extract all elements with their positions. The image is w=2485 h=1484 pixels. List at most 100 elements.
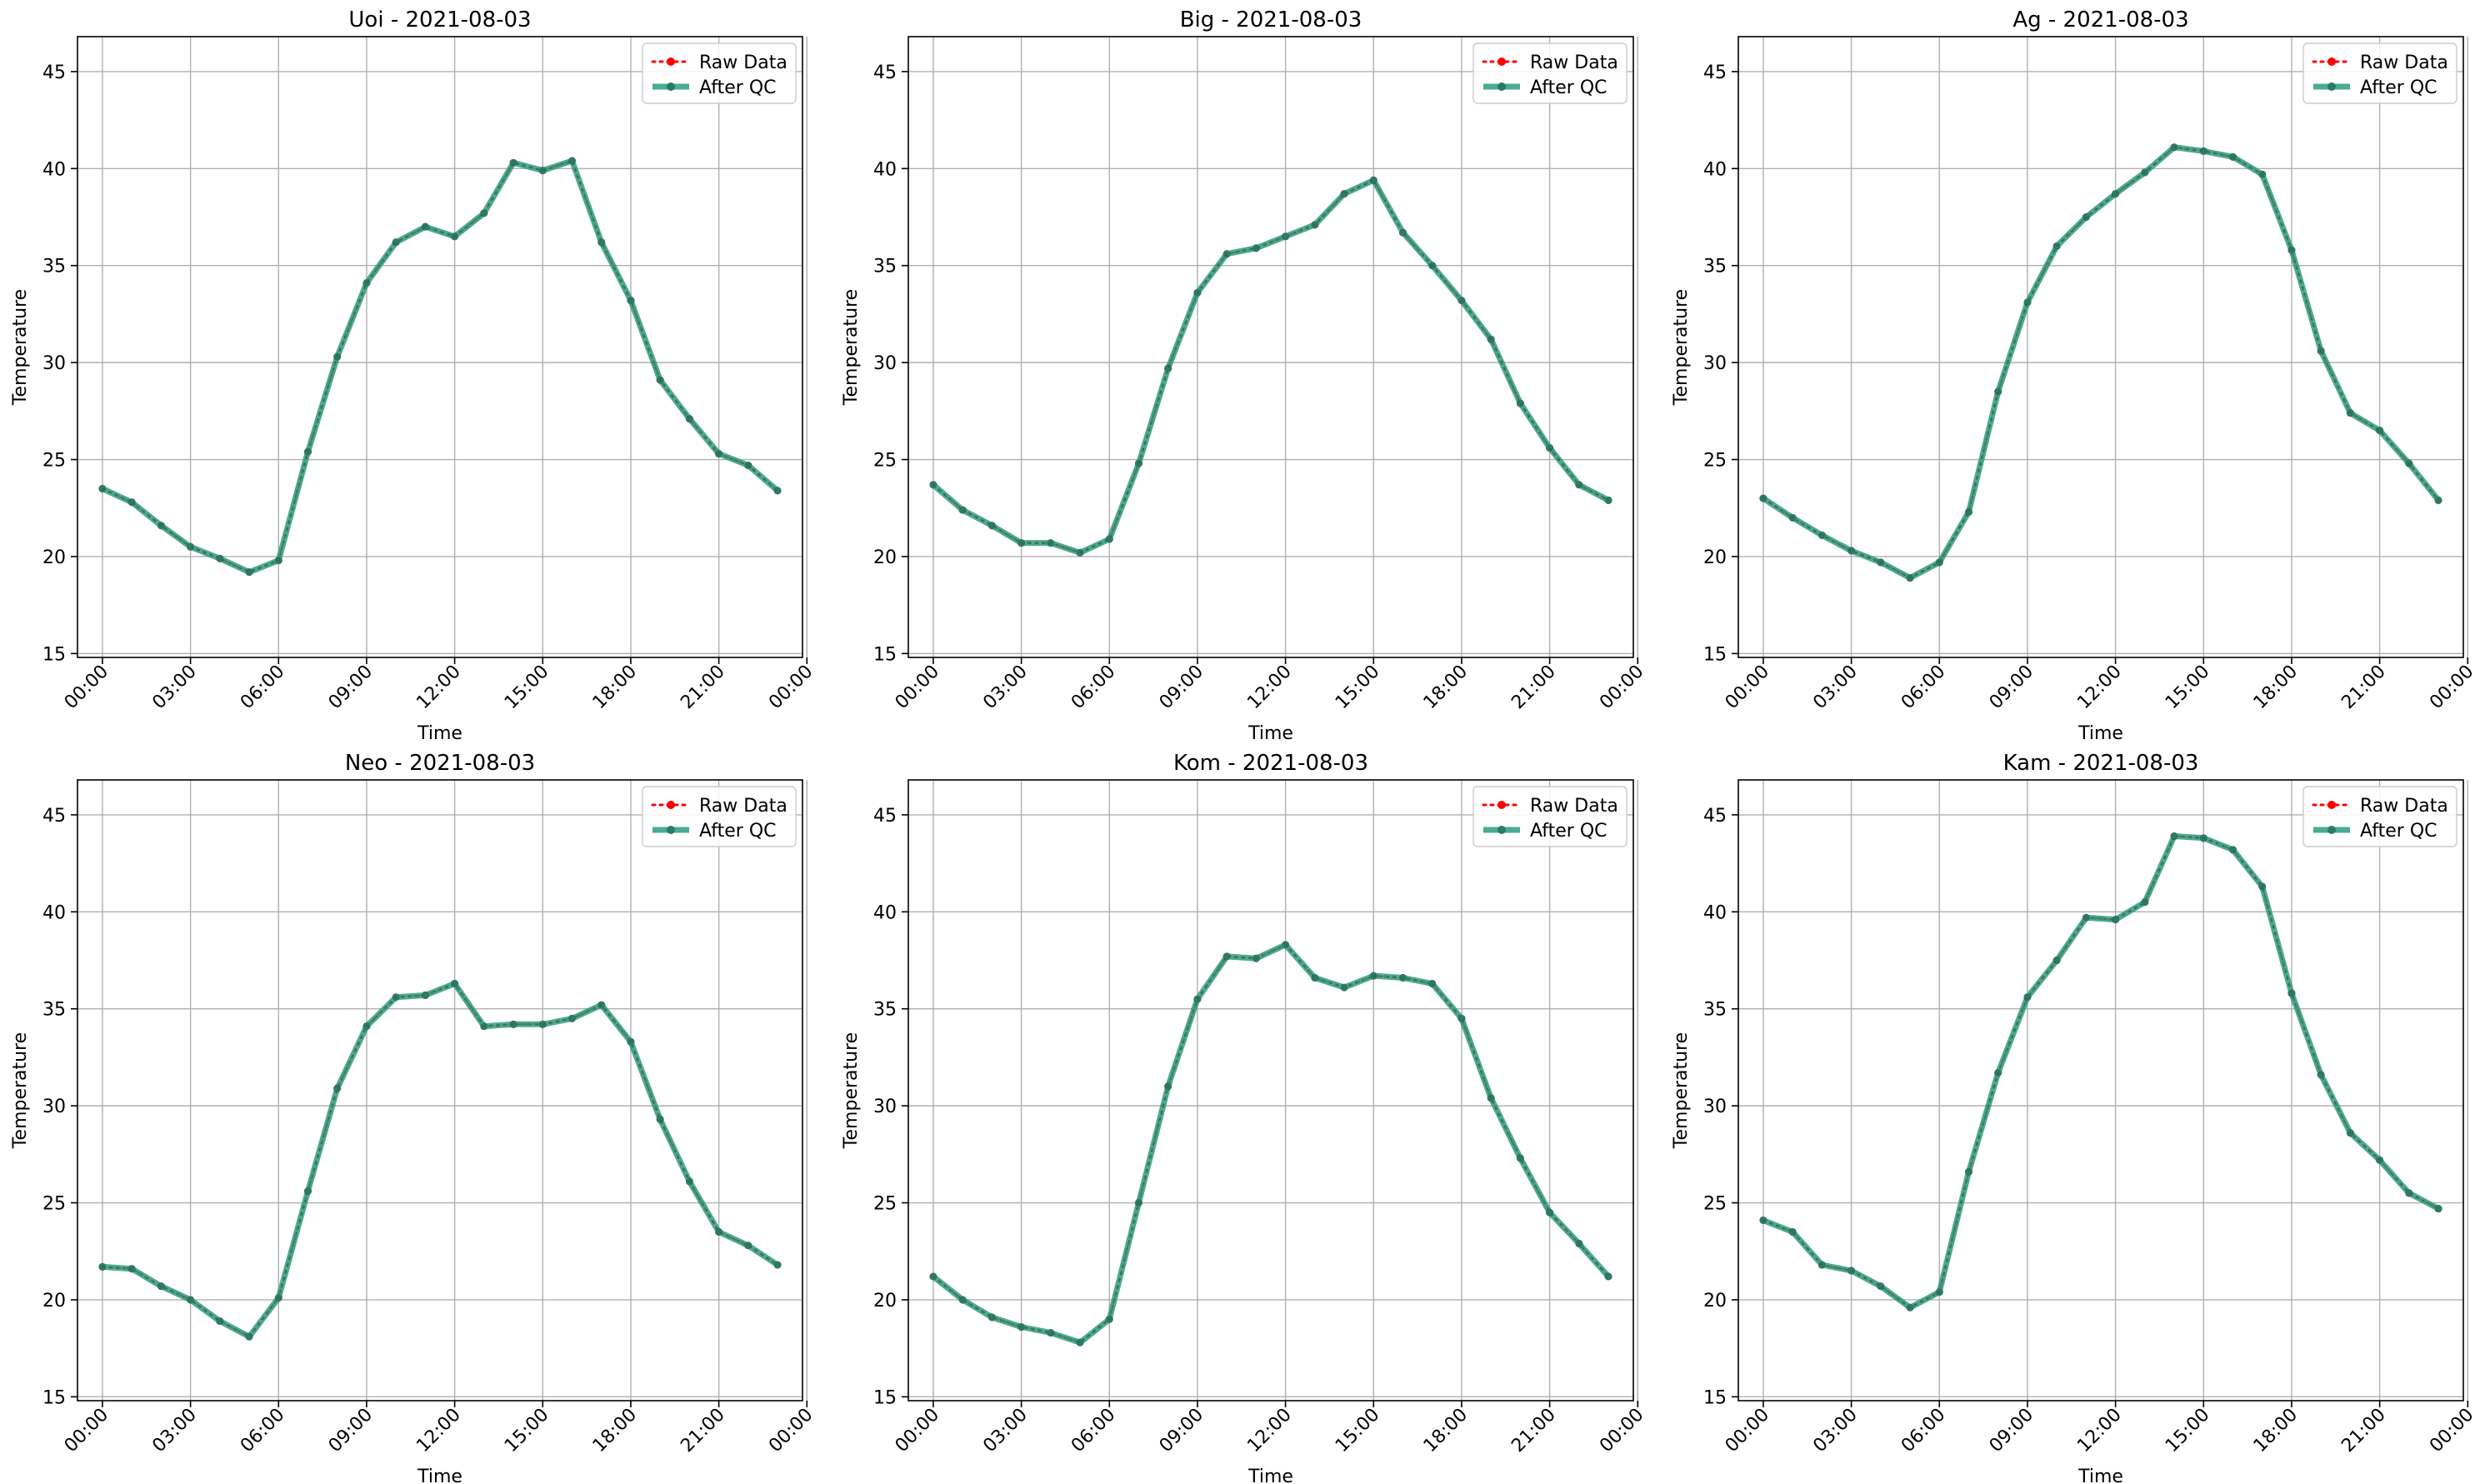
y-tick-label: 45 (42, 806, 66, 827)
y-tick-label: 40 (1703, 902, 1727, 923)
grid (908, 37, 1638, 657)
x-tick-label: 09:00 (1986, 662, 2038, 714)
legend-label-qc: After QC (2360, 821, 2438, 842)
legend: Raw Data After QC (642, 42, 797, 104)
data-point-after-qc (1047, 1329, 1055, 1337)
x-tick-label: 18:00 (2250, 662, 2302, 714)
data-point-after-qc (1516, 1154, 1524, 1162)
x-tick-label: 09:00 (325, 1405, 378, 1457)
data-point-after-qc (509, 158, 518, 167)
y-tick-label: 30 (1703, 1097, 1727, 1117)
y-tick-label: 25 (42, 1194, 66, 1215)
axes-frame (1738, 36, 2464, 658)
x-tick-label: 15:00 (2162, 1405, 2214, 1457)
x-tick-label: 18:00 (2250, 1405, 2302, 1457)
series-line-after-qc (931, 942, 1611, 1346)
data-point-after-qc (245, 568, 253, 577)
x-tick-label: 12:00 (1243, 1405, 1296, 1457)
data-point-after-qc (2170, 832, 2178, 841)
data-point-after-qc (627, 297, 635, 305)
data-point-after-qc (1282, 941, 1290, 949)
legend: Raw Data After QC (1472, 42, 1628, 104)
subplot-title: Kam - 2021-08-03 (2003, 751, 2199, 776)
x-tick-label: 18:00 (1420, 1405, 1472, 1457)
series-line-raw-data (1762, 834, 2440, 1310)
x-tick-label: 00:00 (2426, 1405, 2478, 1457)
data-point-after-qc (2434, 1205, 2442, 1213)
data-point-after-qc (1164, 364, 1172, 372)
legend-label-raw: Raw Data (699, 52, 788, 73)
axes-frame (77, 36, 803, 658)
x-tick-label: 03:00 (1809, 662, 1862, 714)
y-tick-label: 20 (1703, 1291, 1727, 1312)
series-line-overlay (932, 179, 1609, 554)
data-point-after-qc (333, 1084, 342, 1092)
data-point-after-qc (568, 1014, 577, 1022)
data-point-after-qc (1516, 399, 1524, 407)
y-tick-label: 15 (873, 644, 897, 665)
y-tick-label: 15 (1703, 644, 1727, 665)
data-point-after-qc (1282, 232, 1290, 241)
series-line-overlay (932, 943, 1609, 1344)
data-point-after-qc (421, 991, 429, 999)
legend: Raw Data After QC (1472, 786, 1628, 847)
y-tick-label: 35 (42, 1000, 66, 1021)
grid (78, 37, 808, 657)
data-point-after-qc (1369, 972, 1378, 980)
y-tick-label: 20 (42, 1291, 66, 1312)
data-point-after-qc (451, 979, 459, 987)
x-tick-label: 09:00 (325, 662, 378, 714)
x-tick-label: 12:00 (2073, 662, 2126, 714)
x-tick-label: 00:00 (765, 662, 818, 714)
y-tick-label: 45 (42, 62, 66, 83)
legend-label-raw: Raw Data (1530, 52, 1618, 73)
y-tick-label: 15 (42, 1387, 66, 1408)
x-tick-label: 06:00 (237, 662, 289, 714)
y-tick-label: 45 (1703, 806, 1727, 827)
data-point-after-qc (1428, 979, 1437, 987)
axes-frame (77, 779, 803, 1402)
y-tick-label: 40 (873, 902, 897, 923)
y-tick-label: 40 (873, 159, 897, 180)
data-point-after-qc (1018, 539, 1026, 547)
x-tick-label: 18:00 (589, 1405, 642, 1457)
legend-marker-raw (1498, 801, 1506, 809)
x-tick-label: 00:00 (1722, 662, 1774, 714)
legend-marker-qc (667, 826, 675, 834)
data-point-after-qc (2141, 898, 2149, 907)
y-tick-label: 20 (873, 1291, 897, 1312)
data-point-after-qc (2229, 846, 2238, 854)
x-axis-label: Time (1248, 723, 1293, 744)
data-point-after-qc (1252, 244, 1260, 252)
legend-label-qc: After QC (1530, 821, 1608, 842)
data-point-after-qc (598, 238, 606, 247)
legend: Raw Data After QC (2302, 42, 2458, 104)
subplot-title: Ag - 2021-08-03 (2012, 7, 2188, 32)
data-point-after-qc (715, 1227, 723, 1236)
y-axis-label: Temperature (1671, 289, 1692, 406)
data-point-after-qc (1604, 1272, 1612, 1281)
legend-marker-qc (2328, 82, 2336, 91)
y-tick-label: 35 (42, 257, 66, 277)
subplot-4: 15 20 25 30 35 40 45 00:00 03:00 06:00 09:00 12:00 1… (10, 751, 818, 1484)
y-tick-label: 25 (1703, 451, 1727, 472)
data-point-after-qc (187, 542, 195, 551)
y-tick-label: 35 (873, 257, 897, 277)
legend-marker-qc (1498, 82, 1506, 91)
x-tick-label: 12:00 (412, 1405, 465, 1457)
x-tick-label: 18:00 (1420, 662, 1472, 714)
data-point-after-qc (1222, 250, 1231, 258)
y-tick-label: 30 (42, 1097, 66, 1117)
series-line-after-qc (101, 157, 780, 576)
axes-frame (908, 779, 1634, 1402)
x-tick-label: 00:00 (2426, 662, 2478, 714)
subplot-title: Kom - 2021-08-03 (1173, 751, 1368, 776)
y-tick-label: 45 (873, 62, 897, 83)
x-tick-label: 06:00 (1898, 1405, 1950, 1457)
x-tick-label: 21:00 (677, 1405, 729, 1457)
data-point-after-qc (1994, 387, 2002, 396)
series-line-overlay (102, 982, 778, 1338)
x-tick-label: 00:00 (765, 1405, 818, 1457)
subplot-1: 15 20 25 30 35 40 45 00:00 03:00 06:00 09:00 12:00 1… (10, 7, 818, 744)
subplot-3: 15 20 25 30 35 40 45 00:00 03:00 06:00 09:00 12:00 1… (1671, 7, 2478, 744)
